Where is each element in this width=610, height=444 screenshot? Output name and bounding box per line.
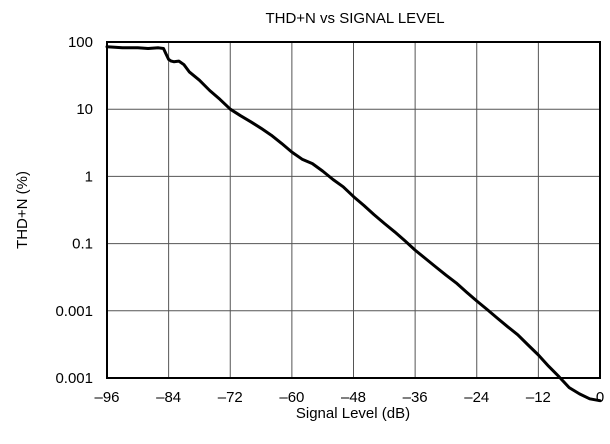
y-tick-label: 0.001 [55, 370, 93, 387]
x-tick-label: –96 [94, 389, 119, 406]
y-tick-label: 0.001 [55, 303, 93, 320]
y-tick-label: 10 [76, 101, 93, 118]
x-tick-label: 0 [596, 389, 604, 406]
series-line [105, 45, 602, 403]
x-tick-label: –84 [156, 389, 181, 406]
x-tick-label: –12 [526, 389, 551, 406]
y-tick-label: 0.1 [72, 236, 93, 253]
chart-title: THD+N vs SIGNAL LEVEL [265, 10, 444, 27]
grid-lines [107, 42, 600, 378]
series-group [105, 45, 602, 403]
x-tick-label: –48 [341, 389, 366, 406]
plot-frame [106, 41, 601, 379]
x-tick-label: –36 [403, 389, 428, 406]
x-tick-label: –60 [279, 389, 304, 406]
y-axis-label: THD+N (%) [14, 171, 31, 249]
x-tick-label: –72 [218, 389, 243, 406]
y-tick-label: 100 [68, 34, 93, 51]
y-tick-label: 1 [85, 168, 93, 185]
x-tick-label: –24 [464, 389, 489, 406]
y-tick-labels: 100 10 1 0.1 0.001 0.001 [55, 34, 93, 387]
x-tick-labels: –96 –84 –72 –60 –48 –36 –24 –12 0 [94, 389, 604, 406]
x-axis-label: Signal Level (dB) [296, 405, 410, 422]
